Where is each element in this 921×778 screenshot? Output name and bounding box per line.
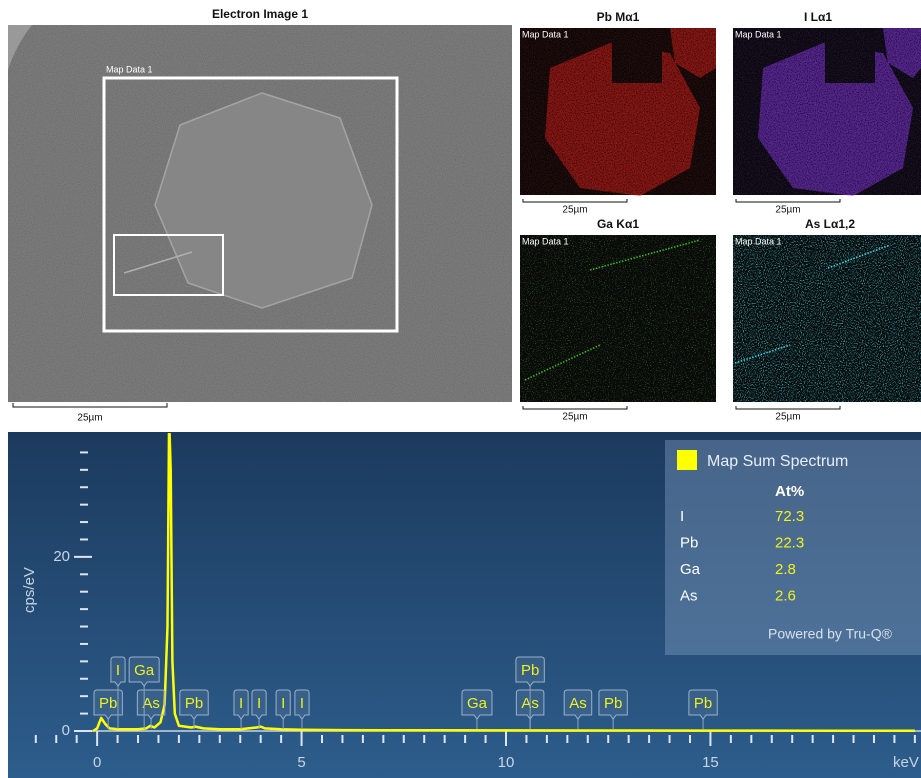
scale-label: 25µm	[562, 205, 587, 216]
quant-element: As	[680, 587, 698, 604]
dark-noise	[733, 28, 921, 195]
dark-noise	[520, 28, 716, 195]
quant-value: 22.3	[775, 534, 804, 551]
map-label: Map Data 1	[735, 29, 782, 39]
map-label: Map Data 1	[735, 236, 782, 246]
map-panel: I Lα1 Map Data 1 25µm	[733, 10, 921, 215]
quant-value: 2.6	[775, 587, 796, 604]
peak-label-text: Pb	[99, 695, 117, 712]
peak-label-text: I	[300, 695, 304, 712]
x-tick-label: 5	[297, 754, 305, 771]
x-tick-label: 10	[498, 754, 515, 771]
map-title: Pb Mα1	[597, 10, 640, 24]
quant-element: Pb	[680, 534, 698, 551]
peak-label-text: I	[239, 695, 243, 712]
scale-bar	[523, 406, 627, 409]
quant-header: At%	[775, 483, 804, 500]
scale-label: 25µm	[77, 413, 102, 424]
x-tick-label: 0	[93, 754, 101, 771]
scale-bar	[736, 406, 840, 409]
screen: Electron Image 1 Map Data 1 25µm Pb Mα1 Map …	[0, 0, 921, 778]
speckle	[733, 235, 921, 402]
quant-value: 72.3	[775, 508, 804, 525]
peak-label-text: Pb	[604, 695, 622, 712]
peak-label-text: I	[257, 695, 261, 712]
y-tick-label: 0	[62, 722, 70, 739]
peak-label-text: Pb	[521, 662, 539, 679]
map-panel: Pb Mα1 Map Data 1 25µm	[520, 10, 716, 215]
legend-swatch	[677, 450, 697, 470]
peak-label-text: I	[281, 695, 285, 712]
map-label: Map Data 1	[522, 29, 569, 39]
map-title: I Lα1	[804, 10, 832, 24]
map-panel: As Lα1,2 Map Data 1 25µm	[733, 217, 921, 422]
scale-label: 25µm	[562, 412, 587, 423]
map-label: Map Data 1	[522, 236, 569, 246]
speckle	[520, 235, 716, 402]
quant-element: I	[680, 508, 684, 525]
quant-footer: Powered by Tru-Q®	[768, 626, 893, 642]
map-panel: Ga Kα1 Map Data 1 25µm	[520, 217, 716, 422]
quant-element: Ga	[680, 561, 701, 578]
crystal	[155, 93, 372, 308]
x-tick-label: 15	[702, 754, 719, 771]
peak-label-text: As	[142, 695, 160, 712]
scale-label: 25µm	[775, 205, 800, 216]
quant-value: 2.8	[775, 561, 796, 578]
peak-label-text: Ga	[134, 662, 155, 679]
y-axis-label: cps/eV	[21, 567, 38, 613]
scale-bar	[523, 199, 627, 202]
peak-label-text: I	[116, 662, 120, 679]
peak-label-text: As	[569, 695, 587, 712]
peak-label-text: Ga	[467, 695, 488, 712]
scale-bar	[13, 403, 167, 407]
peak-label-text: Pb	[694, 695, 712, 712]
scale-bar	[736, 199, 840, 202]
x-axis-label: keV	[893, 754, 919, 771]
panel-title: Electron Image 1	[212, 7, 308, 21]
map-title: Ga Kα1	[597, 217, 639, 231]
scale-label: 25µm	[775, 412, 800, 423]
map-title: As Lα1,2	[805, 217, 855, 231]
region-label: Map Data 1	[106, 64, 153, 74]
page: Electron Image 1 Map Data 1 25µm Pb Mα1 Map …	[0, 0, 921, 778]
y-tick-label: 20	[53, 548, 70, 565]
peak-label-text: Pb	[185, 695, 203, 712]
legend-label: Map Sum Spectrum	[707, 453, 848, 470]
